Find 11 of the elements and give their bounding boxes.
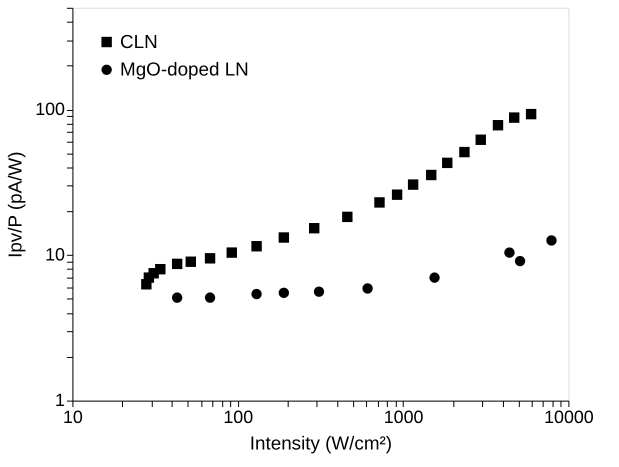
- x-tick-label: 100: [223, 406, 254, 427]
- y-tick-label: 10: [45, 244, 66, 265]
- x-tick-label: 10: [62, 406, 83, 427]
- x-tick-label: 1000: [384, 406, 424, 427]
- y-tick-label: 100: [35, 98, 66, 119]
- legend-label: CLN: [120, 30, 158, 52]
- x-tick-label: 10000: [544, 406, 594, 427]
- y-tick-label: 1: [55, 390, 66, 410]
- y-axis-title: Ipv/P (pA/W): [4, 152, 26, 258]
- legend-label: MgO-doped LN: [120, 58, 249, 80]
- x-axis-title: Intensity (W/cm²): [250, 432, 392, 454]
